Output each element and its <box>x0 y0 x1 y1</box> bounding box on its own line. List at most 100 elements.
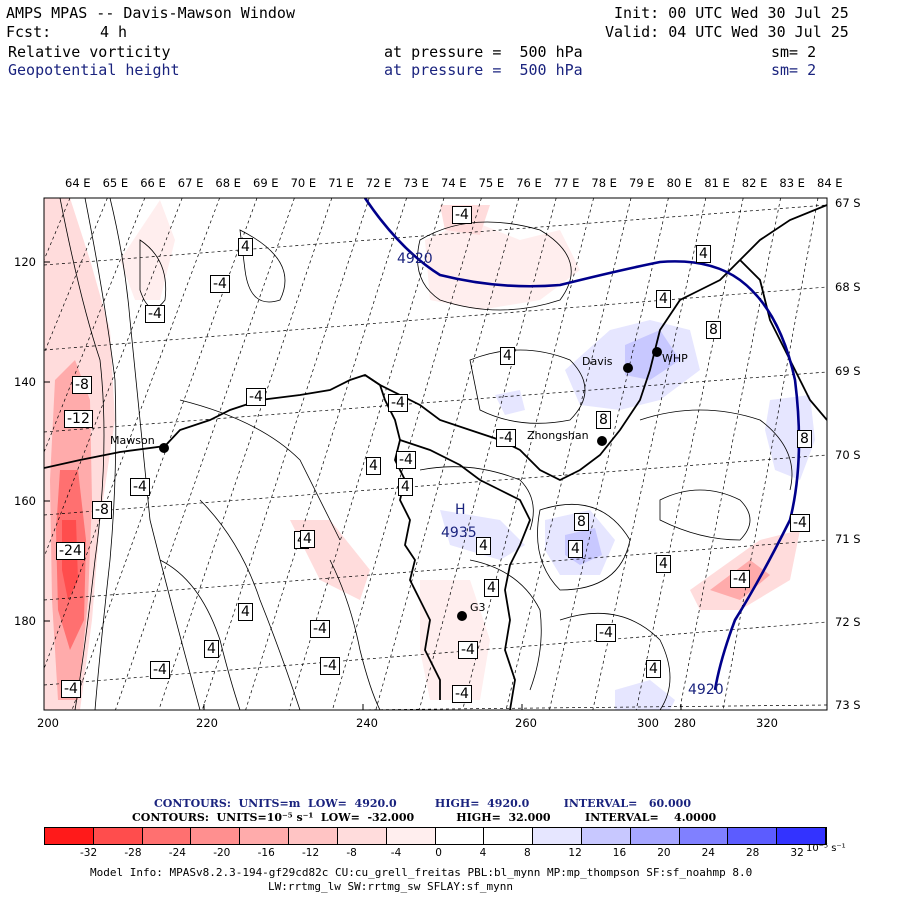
latitude-line <box>44 204 827 266</box>
vorticity-contour-label: 4 <box>484 579 499 597</box>
vorticity-contour-label: 4 <box>300 530 315 548</box>
vorticity-contour-label: -4 <box>452 206 472 224</box>
colorbar-swatch <box>581 828 631 844</box>
longitude-line <box>44 198 146 454</box>
vorticity-contour <box>139 239 167 309</box>
colorbar-label: 16 <box>612 847 627 859</box>
longitude-line <box>505 198 632 710</box>
longitude-line <box>462 198 594 710</box>
colorbar-label: 20 <box>657 847 671 859</box>
colorbar-swatch <box>142 828 192 844</box>
station-label-davis: Davis <box>582 355 613 368</box>
vorticity-contour-label: -4 <box>145 305 165 323</box>
longitude-label: 75 E <box>478 176 505 190</box>
longitude-label: 81 E <box>704 176 730 190</box>
colorbar-swatch <box>728 828 778 844</box>
vorticity-contour-label: 8 <box>596 411 611 429</box>
station-marker <box>159 443 169 453</box>
latitude-line <box>44 621 827 686</box>
y-tick-label: 180 <box>14 614 36 628</box>
colorbar-swatch <box>240 828 290 844</box>
vorticity-fill-negative <box>120 200 175 300</box>
longitude-label: 64 E <box>65 176 91 190</box>
station-label-whp: WHP <box>662 352 688 365</box>
plot-title: AMPS MPAS -- Davis-Mawson Window <box>6 4 295 22</box>
valid-time: Valid: 04 UTC Wed 30 Jul 25 <box>605 23 849 41</box>
vorticity-contour <box>659 489 751 541</box>
vorticity-contour-label: -4 <box>452 685 472 703</box>
map-frame <box>43 197 828 711</box>
colorbar-label: 0 <box>435 847 442 859</box>
colorbar-label: 12 <box>568 847 582 859</box>
longitude-label: 68 E <box>215 176 241 190</box>
vorticity-contour-label: -8 <box>92 501 112 519</box>
vorticity-contour-label: -4 <box>130 478 150 496</box>
longitude-label: 71 E <box>328 176 354 190</box>
coastline <box>364 204 827 482</box>
vorticity-contour-label: 4 <box>366 457 381 475</box>
vorticity-contour <box>159 559 241 710</box>
longitude-label: 79 E <box>629 176 655 190</box>
vorticity-contour-label: 4 <box>500 347 515 365</box>
longitude-label: 73 E <box>403 176 429 190</box>
longitude-line <box>158 198 333 710</box>
vorticity-contour-label: 4 <box>656 555 671 573</box>
longitude-label: 76 E <box>516 176 542 190</box>
longitude-line <box>375 198 520 710</box>
vorticity-contour-label: -4 <box>458 641 478 659</box>
height-label: 4935 <box>441 525 477 541</box>
latitude-label: 71 S <box>835 532 861 546</box>
longitude-line <box>115 198 295 710</box>
colorbar-swatch <box>45 828 94 844</box>
longitude-line <box>44 198 220 670</box>
contours-height-info: CONTOURS: UNITS=m LOW= 4920.0 HIGH= 4920… <box>154 797 691 810</box>
vorticity-fill-positive <box>495 390 525 415</box>
vorticity-contour-label: 4 <box>656 290 671 308</box>
vorticity-contour-label: 4 <box>696 245 711 263</box>
x-tick-label: 220 <box>196 716 218 730</box>
colorbar-label: -20 <box>213 847 231 859</box>
vorticity-contour-label: -4 <box>320 657 340 675</box>
vorticity-contour <box>639 409 793 491</box>
field1-smoothing: sm= 2 <box>771 43 817 61</box>
vorticity-contour-label: 4 <box>476 537 491 555</box>
y-tick-label: 120 <box>14 255 36 269</box>
colorbar-swatch <box>386 828 436 844</box>
longitude-line <box>44 198 183 559</box>
vorticity-contour-label: 4 <box>568 540 583 558</box>
latitude-label: 67 S <box>835 196 861 210</box>
coastline <box>739 259 827 421</box>
x-tick-label: 300 <box>637 716 659 730</box>
station-marker <box>457 611 467 621</box>
colorbar-label: -32 <box>80 847 98 859</box>
vorticity-contour <box>109 198 201 710</box>
field1-level: at pressure = 500 hPa <box>384 43 583 61</box>
vorticity-fill-negative <box>425 220 580 310</box>
vorticity-contour-label: -4 <box>210 275 230 293</box>
longitude-label: 69 E <box>253 176 279 190</box>
colorbar-label: -4 <box>390 847 402 859</box>
longitude-line <box>679 198 781 710</box>
colorbar-label: -8 <box>346 847 357 859</box>
vorticity-contour-label: 4 <box>204 640 219 658</box>
vorticity-fill-positive <box>625 330 680 380</box>
longitude-label: 70 E <box>290 176 317 190</box>
station-marker <box>597 436 607 446</box>
y-tick-label: 140 <box>14 375 36 389</box>
vorticity-fill-positive <box>765 395 815 480</box>
high-pressure-marker: H <box>455 502 466 518</box>
vorticity-contour-label: 8 <box>574 513 589 531</box>
vorticity-contour-label: -4 <box>790 514 810 532</box>
longitude-line <box>549 198 669 710</box>
station-label-mawson: Mawson <box>110 434 155 447</box>
ice-shelf-edge <box>399 439 531 710</box>
model-info: Model Info: MPASv8.2.3-194-gf29cd82c CU:… <box>90 866 753 879</box>
vorticity-contour-label: -4 <box>496 429 516 447</box>
field1-name: Relative vorticity <box>8 43 171 61</box>
colorbar-units: 10⁻⁵ s⁻¹ <box>806 843 846 854</box>
colorbar-swatch <box>191 828 241 844</box>
vorticity-contour-label: 4 <box>646 660 661 678</box>
latitude-label: 73 S <box>835 698 861 712</box>
vorticity-contour-label: -12 <box>64 410 93 428</box>
vorticity-fill-positive <box>440 510 525 560</box>
